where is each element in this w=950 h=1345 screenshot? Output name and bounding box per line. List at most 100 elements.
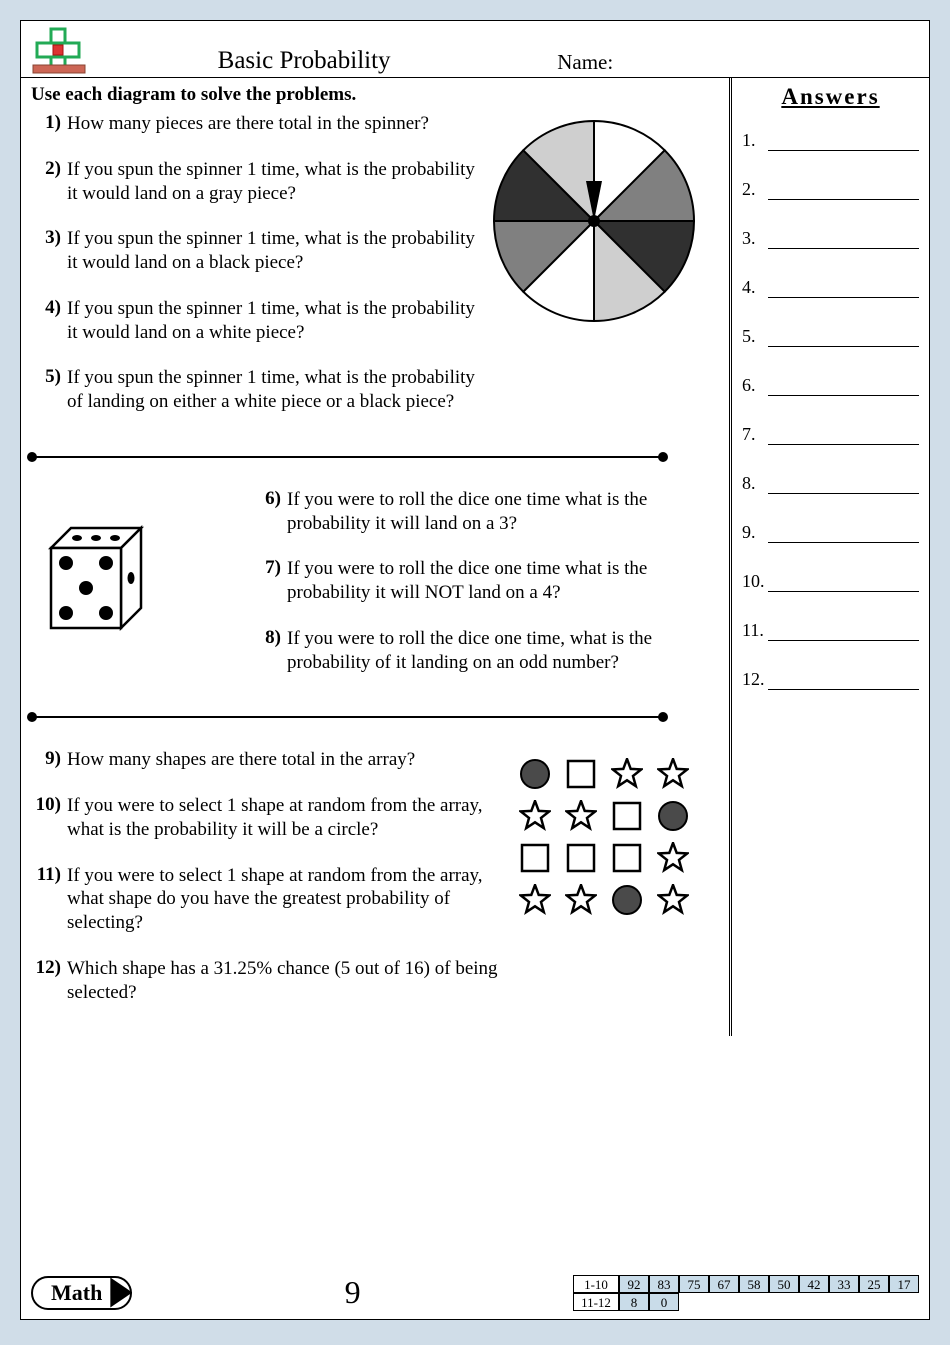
- square-icon: [565, 758, 597, 790]
- star-icon: [519, 884, 551, 916]
- question-text: If you were to roll the dice one time wh…: [287, 557, 719, 605]
- score-cell: 92: [619, 1275, 649, 1293]
- divider: [31, 716, 664, 718]
- square-icon: [519, 842, 551, 874]
- answer-line: 5.: [742, 326, 919, 347]
- answer-blank[interactable]: [768, 574, 919, 592]
- question: 3)If you spun the spinner 1 time, what i…: [31, 227, 479, 275]
- answer-blank[interactable]: [768, 378, 919, 396]
- answer-blank[interactable]: [768, 133, 919, 151]
- question-text: If you spun the spinner 1 time, what is …: [67, 297, 479, 345]
- page-number: 9: [132, 1274, 573, 1311]
- question: 6)If you were to roll the dice one time …: [251, 488, 719, 536]
- score-cell: 0: [649, 1293, 679, 1311]
- question-text: If you were to select 1 shape at random …: [67, 864, 509, 935]
- score-cell: 25: [859, 1275, 889, 1293]
- answer-line: 2.: [742, 179, 919, 200]
- square-icon: [611, 842, 643, 874]
- score-row: 11-1280: [573, 1293, 919, 1311]
- worksheet-page: Basic Probability Name: Use each diagram…: [20, 20, 930, 1320]
- question-list-1: 1)How many pieces are there total in the…: [31, 112, 479, 436]
- question-text: If you were to roll the dice one time wh…: [287, 488, 719, 536]
- score-cell: [739, 1293, 769, 1311]
- question-number: 4): [31, 297, 67, 345]
- score-cell: 75: [679, 1275, 709, 1293]
- answers-column: Answers 1.2.3.4.5.6.7.8.9.10.11.12.: [729, 78, 929, 1036]
- question-number: 1): [31, 112, 67, 136]
- question-number: 3): [31, 227, 67, 275]
- circle-icon: [519, 758, 551, 790]
- header: Basic Probability Name:: [21, 21, 929, 78]
- answer-blank[interactable]: [768, 623, 919, 641]
- star-icon: [565, 800, 597, 832]
- divider: [31, 456, 664, 458]
- score-cell: [679, 1293, 709, 1311]
- body: Use each diagram to solve the problems. …: [21, 78, 929, 1036]
- answer-number: 2.: [742, 179, 768, 200]
- dice-diagram: [31, 488, 241, 697]
- score-cell: 58: [739, 1275, 769, 1293]
- answer-blank[interactable]: [768, 525, 919, 543]
- star-icon: [657, 884, 689, 916]
- score-cell: 17: [889, 1275, 919, 1293]
- question-text: If you spun the spinner 1 time, what is …: [67, 158, 479, 206]
- answer-blank[interactable]: [768, 182, 919, 200]
- shape-array: [519, 748, 719, 1026]
- question-text: If you were to roll the dice one time, w…: [287, 627, 719, 675]
- score-label: 1-10: [573, 1275, 619, 1293]
- name-label: Name:: [517, 50, 919, 75]
- shape-row: [519, 800, 719, 832]
- answer-number: 6.: [742, 375, 768, 396]
- answer-line: 1.: [742, 130, 919, 151]
- score-cell: [859, 1293, 889, 1311]
- answer-blank[interactable]: [768, 329, 919, 347]
- answer-number: 10.: [742, 571, 768, 592]
- question-number: 6): [251, 488, 287, 536]
- answer-line: 6.: [742, 375, 919, 396]
- answer-number: 7.: [742, 424, 768, 445]
- main-column: Use each diagram to solve the problems. …: [21, 78, 729, 1036]
- score-cell: [889, 1293, 919, 1311]
- answer-line: 7.: [742, 424, 919, 445]
- shape-row: [519, 842, 719, 874]
- answer-number: 1.: [742, 130, 768, 151]
- question: 5)If you spun the spinner 1 time, what i…: [31, 366, 479, 414]
- answer-line: 9.: [742, 522, 919, 543]
- page-title: Basic Probability: [91, 47, 517, 75]
- answer-number: 11.: [742, 620, 768, 641]
- star-icon: [657, 758, 689, 790]
- question-text: If you spun the spinner 1 time, what is …: [67, 227, 479, 275]
- section-spinner: 1)How many pieces are there total in the…: [31, 112, 719, 436]
- question-text: How many shapes are there total in the a…: [67, 748, 509, 772]
- question-number: 11): [31, 864, 67, 935]
- question-number: 8): [251, 627, 287, 675]
- answer-number: 3.: [742, 228, 768, 249]
- score-cell: [709, 1293, 739, 1311]
- answer-blank[interactable]: [768, 231, 919, 249]
- question: 10)If you were to select 1 shape at rand…: [31, 794, 509, 842]
- question-text: How many pieces are there total in the s…: [67, 112, 479, 136]
- answer-blank[interactable]: [768, 672, 919, 690]
- score-cell: 42: [799, 1275, 829, 1293]
- question: 2)If you spun the spinner 1 time, what i…: [31, 158, 479, 206]
- question-number: 2): [31, 158, 67, 206]
- question-list-3: 9)How many shapes are there total in the…: [31, 748, 509, 1026]
- math-badge: Math: [31, 1276, 132, 1310]
- answers-title: Answers: [742, 84, 919, 110]
- answer-line: 3.: [742, 228, 919, 249]
- star-icon: [611, 758, 643, 790]
- score-row: 1-1092837567585042332517: [573, 1275, 919, 1293]
- answer-line: 12.: [742, 669, 919, 690]
- answer-blank[interactable]: [768, 427, 919, 445]
- star-icon: [565, 884, 597, 916]
- question-text: Which shape has a 31.25% chance (5 out o…: [67, 957, 509, 1005]
- shape-row: [519, 884, 719, 916]
- question: 7)If you were to roll the dice one time …: [251, 557, 719, 605]
- question-number: 12): [31, 957, 67, 1005]
- question-number: 9): [31, 748, 67, 772]
- question: 9)How many shapes are there total in the…: [31, 748, 509, 772]
- answer-blank[interactable]: [768, 280, 919, 298]
- answer-blank[interactable]: [768, 476, 919, 494]
- score-cell: [799, 1293, 829, 1311]
- question-number: 5): [31, 366, 67, 414]
